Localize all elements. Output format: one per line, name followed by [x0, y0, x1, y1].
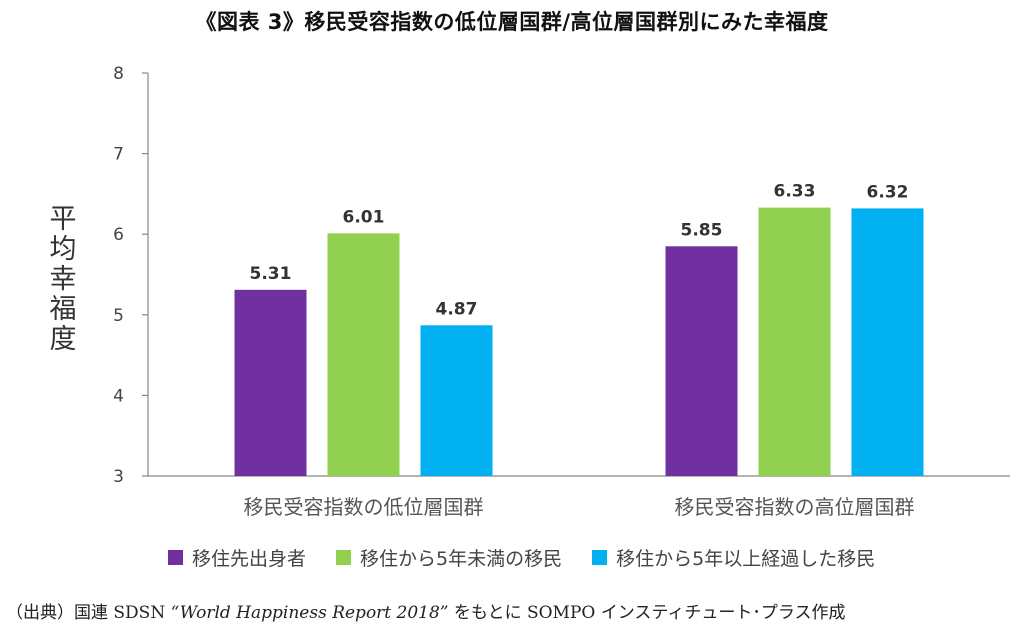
y-axis-label: 平均幸福度: [49, 204, 77, 355]
legend: 移住先出身者 移住から5年未満の移民 移住から5年以上経過した移民: [168, 544, 905, 571]
data-label: 5.31: [250, 264, 292, 284]
data-label: 4.87: [436, 299, 478, 319]
y-tick-label: 6: [113, 225, 124, 245]
bar: [327, 233, 400, 476]
data-label: 6.32: [867, 182, 909, 202]
y-tick-label: 3: [113, 467, 124, 487]
bar: [758, 207, 831, 477]
bar: [234, 289, 307, 476]
legend-swatch: [168, 550, 183, 565]
legend-item-series-2: 移住から5年以上経過した移民: [592, 544, 875, 571]
bar: [851, 208, 924, 476]
data-label: 6.01: [343, 207, 385, 227]
y-tick-label: 7: [113, 145, 124, 165]
legend-item-series-1: 移住から5年未満の移民: [336, 544, 562, 571]
source-report-title: “World Happiness Report 2018”: [170, 603, 449, 623]
bar: [665, 246, 738, 476]
y-tick-label: 5: [113, 306, 124, 326]
legend-swatch: [336, 550, 352, 565]
legend-label: 移住から5年以上経過した移民: [616, 548, 876, 570]
data-label: 5.85: [681, 220, 723, 240]
y-tick-label: 4: [113, 386, 124, 406]
legend-item-series-0: 移住先出身者: [168, 544, 306, 571]
legend-label: 移住先出身者: [192, 548, 307, 570]
bar: [420, 325, 493, 476]
x-category-label: 移民受容指数の高位層国群: [675, 495, 915, 519]
source-prefix: （出典）国連 SDSN: [6, 603, 171, 623]
x-category-label: 移民受容指数の低位層国群: [244, 495, 484, 519]
data-label: 6.33: [774, 182, 816, 202]
chart-title: 《図表 3》移民受容指数の低位層国群/高位層国群別にみた幸福度: [195, 10, 829, 34]
source-note: （出典）国連 SDSN “World Happiness Report 2018…: [6, 598, 846, 623]
legend-label: 移住から5年未満の移民: [360, 548, 563, 570]
legend-swatch: [592, 550, 608, 565]
y-tick-label: 8: [113, 64, 124, 84]
source-suffix: をもとに SOMPO インスティチュート･プラス作成: [448, 603, 846, 623]
